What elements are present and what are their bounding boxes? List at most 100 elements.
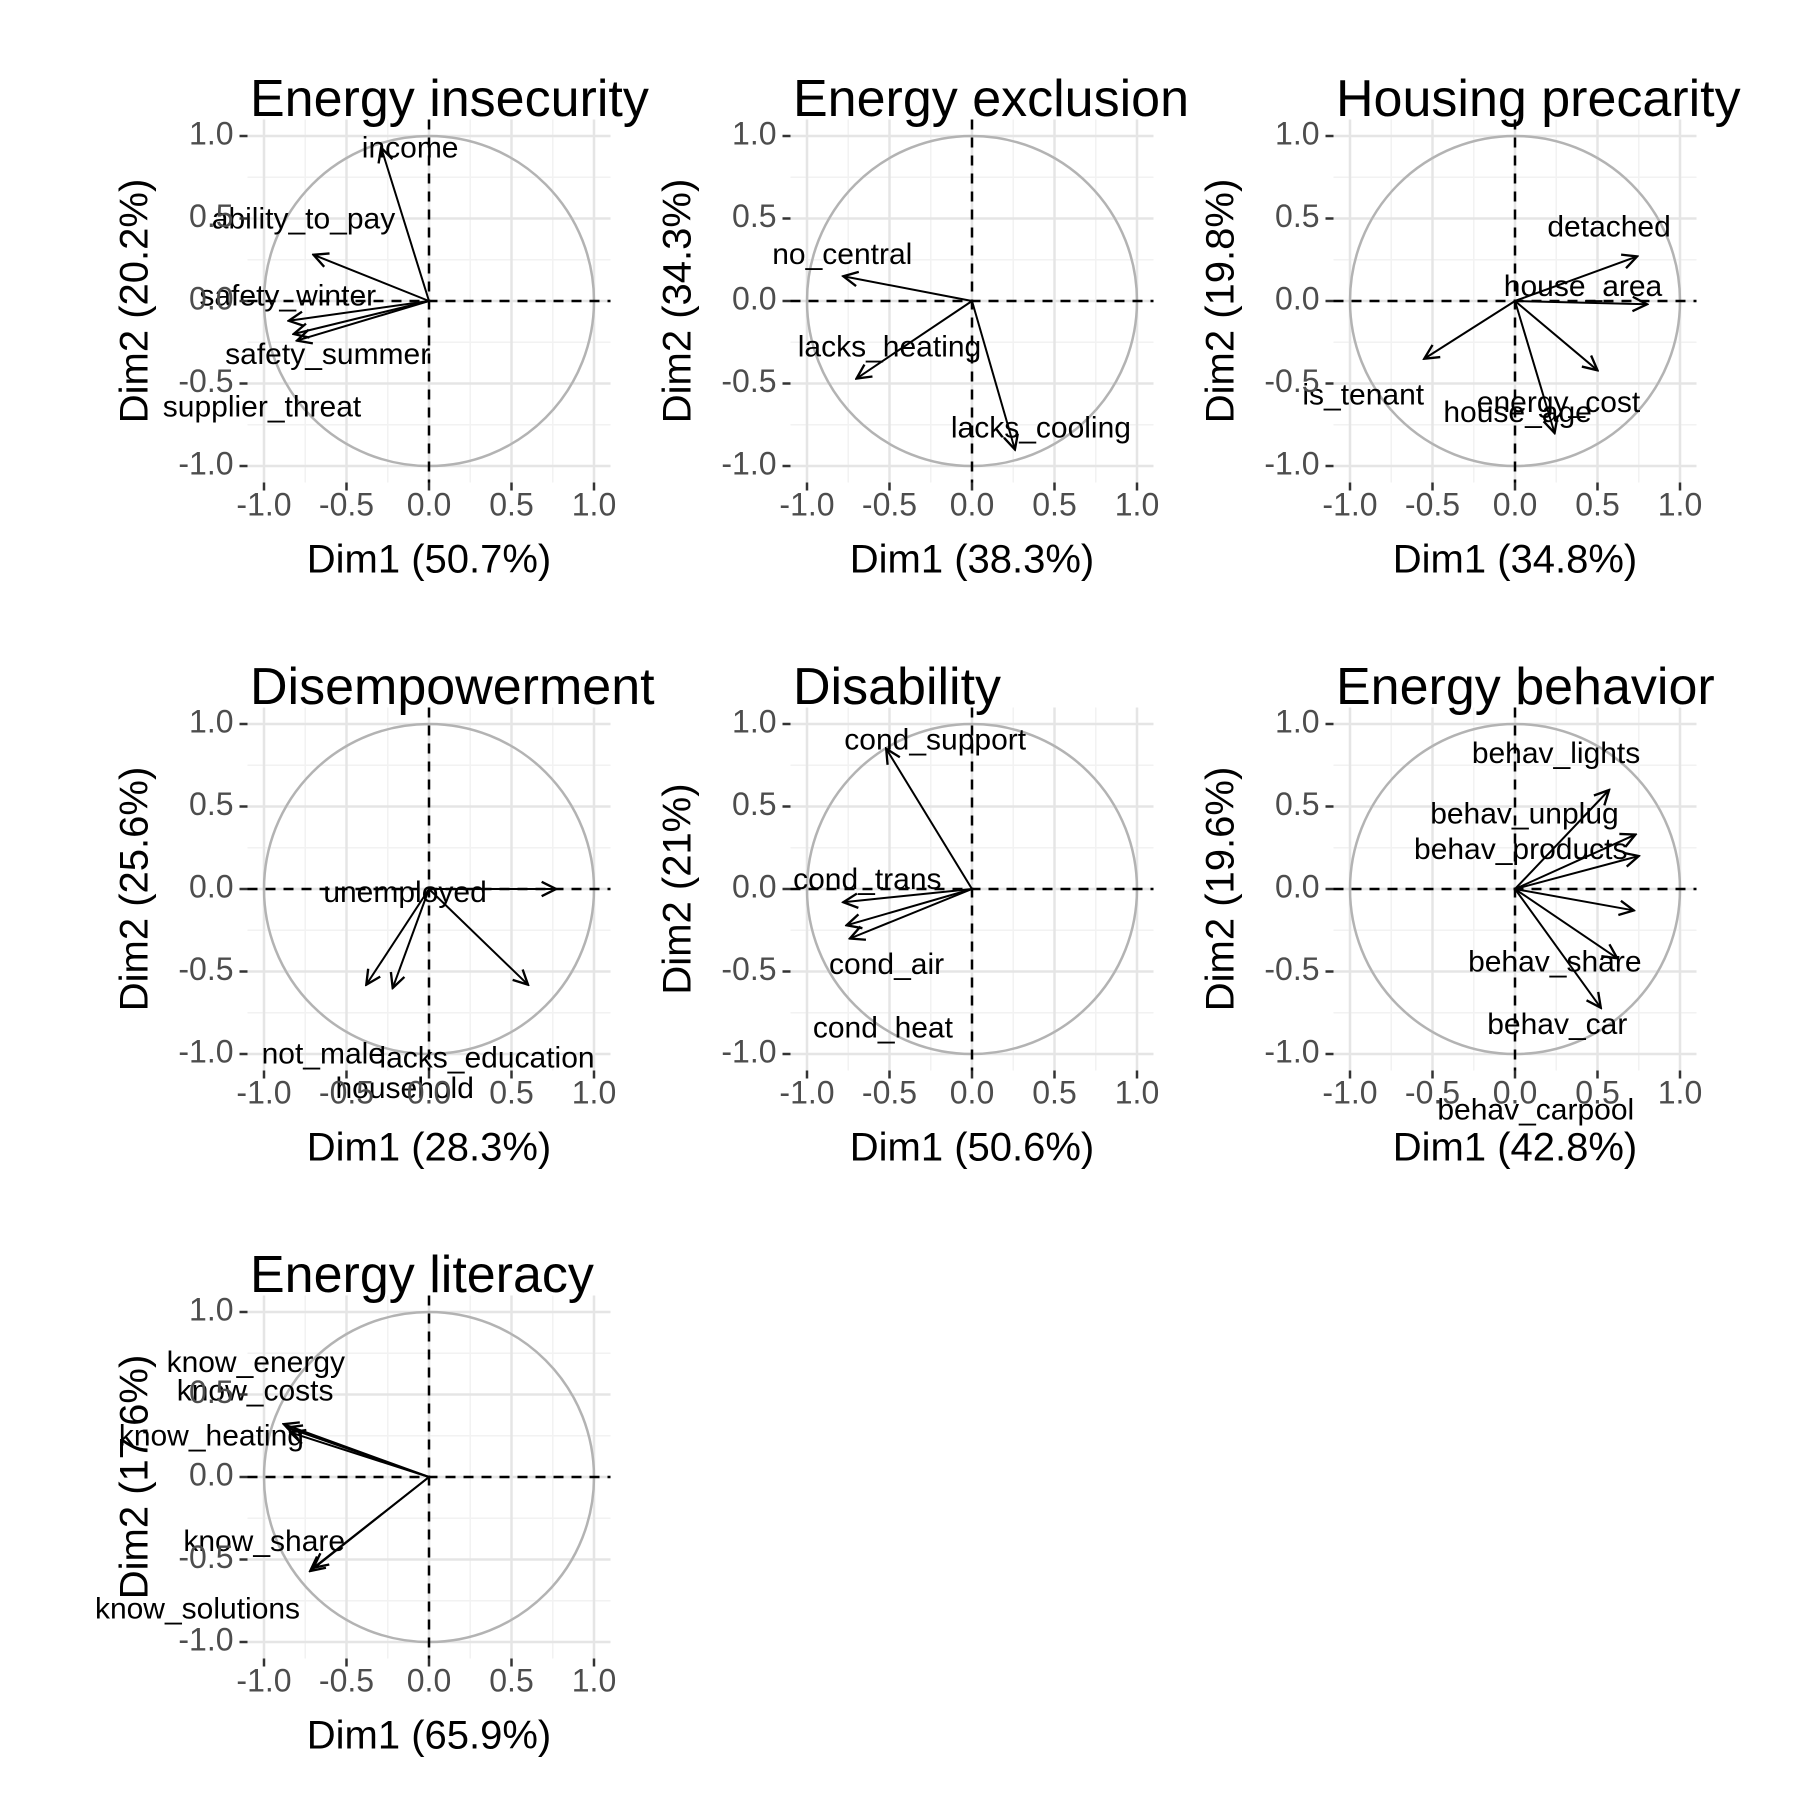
y-tick-label: -0.5 — [178, 1539, 233, 1575]
label-safety-summer: safety_summer — [225, 338, 430, 371]
y-tick-label: 0.0 — [189, 280, 233, 316]
label-know-heating: know_heating — [119, 1419, 304, 1452]
x-axis-title: Dim1 (42.8%) — [1393, 1126, 1638, 1170]
y-axis-title: Dim2 (25.6%) — [113, 767, 157, 1012]
y-tick-label: -0.5 — [721, 363, 776, 399]
label-no-central: no_central — [772, 238, 912, 271]
y-tick-label: -1.0 — [1264, 445, 1319, 481]
x-tick-label: 0.0 — [1493, 1075, 1537, 1111]
label-income: income — [362, 131, 459, 164]
label-house-age: house_age — [1443, 396, 1591, 429]
panel-disempowerment: unemployed not_malelacks_educationhouseho… — [113, 658, 656, 1170]
x-tick-label: -0.5 — [1405, 487, 1460, 523]
y-tick-label: 0.0 — [1275, 868, 1319, 904]
x-tick-label: -0.5 — [862, 1075, 917, 1111]
label-safety-winter: safety_winter — [199, 280, 376, 313]
x-tick-label: 1.0 — [1658, 487, 1702, 523]
y-tick-label: -1.0 — [721, 445, 776, 481]
label-behav-lights: behav_lights — [1472, 737, 1640, 770]
label-is-tenant: is_tenant — [1302, 379, 1424, 412]
y-tick-label: 0.5 — [1275, 786, 1319, 822]
y-tick-label: -1.0 — [178, 445, 233, 481]
x-tick-label: -0.5 — [319, 487, 374, 523]
panel-title: Energy behavior — [1336, 658, 1715, 716]
x-tick-label: 0.5 — [1575, 1075, 1619, 1111]
label-unemployed: unemployed — [323, 876, 486, 909]
arrow-safety-winter — [289, 300, 430, 321]
arrow-behav-unplug — [1514, 835, 1635, 890]
panel-title: Disempowerment — [250, 658, 655, 716]
x-tick-label: 1.0 — [1115, 487, 1159, 523]
x-tick-label: 0.5 — [1575, 487, 1619, 523]
y-tick-label: 0.0 — [1275, 280, 1319, 316]
y-tick-label: 0.5 — [189, 198, 233, 234]
label-supplier-threat: supplier_threat — [163, 391, 362, 424]
panel-energy-exclusion: no_central lacks_heating lacks_cooling -1.0… — [656, 70, 1190, 582]
x-tick-label: -1.0 — [236, 487, 291, 523]
y-tick-label: 1.0 — [1275, 115, 1319, 151]
x-tick-label: 0.5 — [489, 487, 533, 523]
arrow-behav-products — [1514, 856, 1639, 890]
arrow-lacks-education — [428, 888, 528, 985]
x-tick-label: -1.0 — [1322, 1075, 1377, 1111]
arrow-behav-share — [1514, 888, 1634, 910]
label-lacks-education: lacks_education — [379, 1042, 594, 1075]
panel-energy-insecurity: income ability_to_pay safety_winter safety_… — [113, 70, 649, 582]
y-tick-label: 0.5 — [732, 198, 776, 234]
y-axis-title: Dim2 (17.6%) — [113, 1355, 157, 1600]
label-know-solutions: know_solutions — [95, 1593, 300, 1626]
x-tick-label: 0.0 — [1493, 487, 1537, 523]
arrow-income — [381, 148, 430, 302]
y-tick-label: 1.0 — [189, 1291, 233, 1327]
label-household: household — [335, 1072, 473, 1105]
x-tick-label: 0.0 — [950, 1075, 994, 1111]
y-tick-label: 0.0 — [189, 868, 233, 904]
x-tick-label: -1.0 — [1322, 487, 1377, 523]
y-axis-title: Dim2 (20.2%) — [113, 179, 157, 424]
panel-title: Energy exclusion — [793, 70, 1189, 128]
x-tick-label: 1.0 — [1115, 1075, 1159, 1111]
arrow-cond-support — [886, 749, 973, 890]
x-tick-label: 0.5 — [489, 1075, 533, 1111]
arrow-house-age — [1514, 300, 1555, 433]
arrow-behav-carpool — [1514, 888, 1601, 1008]
label-behav-car: behav_car — [1487, 1008, 1627, 1041]
x-axis-title: Dim1 (34.8%) — [1393, 538, 1638, 582]
label-cond-trans: cond_trans — [793, 863, 941, 896]
x-tick-label: -1.0 — [779, 1075, 834, 1111]
y-tick-label: -0.5 — [1264, 951, 1319, 987]
arrow-is-tenant — [1424, 300, 1516, 359]
arrow-ability-to-pay — [314, 255, 430, 302]
x-axis-title: Dim1 (50.6%) — [850, 1126, 1095, 1170]
arrow-supplier-threat — [297, 300, 430, 341]
arrow-house-area — [1514, 301, 1647, 304]
x-axis-title: Dim1 (50.7%) — [307, 538, 552, 582]
x-tick-label: -1.0 — [236, 1075, 291, 1111]
x-tick-label: 0.0 — [407, 1663, 451, 1699]
arrow-lacks-cooling — [971, 300, 1015, 450]
arrow-household — [393, 888, 430, 988]
y-tick-label: -1.0 — [1264, 1033, 1319, 1069]
y-axis-title: Dim2 (19.8%) — [1199, 179, 1243, 424]
y-tick-label: -0.5 — [721, 951, 776, 987]
panel-title: Energy insecurity — [250, 70, 649, 128]
y-tick-label: 1.0 — [732, 115, 776, 151]
label-behav-unplug: behav_unplug — [1430, 797, 1619, 830]
arrow-not-male — [366, 888, 430, 985]
y-tick-label: 1.0 — [189, 115, 233, 151]
x-tick-label: 0.5 — [1032, 487, 1076, 523]
arrow-safety-summer — [294, 300, 430, 334]
label-lacks-heating: lacks_heating — [798, 330, 981, 363]
y-tick-label: -0.5 — [178, 951, 233, 987]
y-tick-label: 0.5 — [189, 786, 233, 822]
y-tick-label: 0.0 — [732, 280, 776, 316]
y-tick-label: -0.5 — [178, 363, 233, 399]
label-detached: detached — [1547, 210, 1670, 243]
y-tick-label: 0.0 — [732, 868, 776, 904]
y-tick-label: 1.0 — [732, 703, 776, 739]
label-behav-share: behav_share — [1468, 945, 1641, 978]
arrow-behav-car — [1514, 888, 1617, 958]
y-tick-label: 0.5 — [1275, 198, 1319, 234]
x-tick-label: 1.0 — [1658, 1075, 1702, 1111]
